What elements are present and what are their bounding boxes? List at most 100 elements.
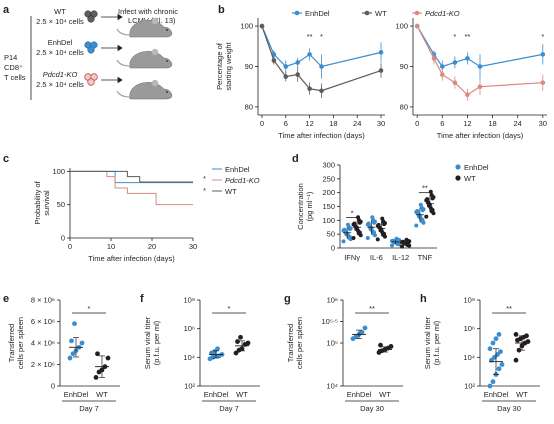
h-point-EnhDel	[490, 340, 496, 346]
b-left-xtick-label: 0	[260, 119, 264, 128]
d-point-EnhDel	[390, 239, 395, 244]
d-legend-label: EnhDel	[464, 163, 489, 172]
d-point-WT	[351, 222, 356, 227]
h-ylabel: Serum viral titer	[423, 316, 432, 369]
legend-b-marker	[294, 10, 300, 16]
d-point-EnhDel	[394, 236, 399, 241]
e-category-label: WT	[96, 390, 108, 399]
panel-label-h: h	[420, 293, 427, 305]
c-significance: *	[203, 186, 206, 195]
c-ytick-label: 0	[61, 234, 65, 243]
d-ytick-label: 150	[322, 202, 335, 211]
c-ytick-label: 50	[57, 200, 65, 209]
mouse-icon	[116, 79, 173, 100]
e-point-EnhDel	[70, 351, 76, 357]
d-point-WT	[424, 214, 429, 219]
legend-b-marker	[414, 10, 420, 16]
d-point-WT	[400, 244, 405, 249]
d-point-WT	[380, 216, 385, 221]
b-left-point-EnhDel	[319, 64, 324, 69]
h-point-WT	[513, 332, 519, 337]
e-point-WT	[93, 375, 99, 380]
b-right-ytick-label: 100	[395, 22, 408, 31]
d-ytick-label: 50	[327, 230, 335, 239]
group-pdcd1ko-name: Pdcd1-KO	[43, 70, 78, 79]
g-significance: **	[369, 304, 375, 313]
b-right-xtick-label: 0	[415, 119, 419, 128]
h-point-WT	[524, 333, 529, 339]
b-right-point-EnhDel	[452, 60, 458, 65]
d-point-WT	[429, 193, 434, 198]
f-category-label: EnhDel	[204, 390, 229, 399]
c-xtick-label: 10	[107, 242, 115, 251]
b-right-point-EnhDel	[477, 64, 483, 69]
f-point-WT	[238, 334, 243, 340]
d-point-EnhDel	[341, 239, 346, 244]
f-point-WT	[233, 350, 239, 356]
group-wt-count: 2.5 × 10⁴ cells	[36, 17, 84, 26]
b-left-point-EnhDel	[307, 52, 312, 57]
b-right-xtick-label: 30	[539, 119, 547, 128]
d-legend-marker	[455, 175, 461, 181]
e-xlabel: Day 7	[79, 404, 99, 413]
b-left-ylabel: Percentage of	[215, 42, 224, 90]
b-left-ytick-label: 80	[245, 102, 253, 111]
f-point-EnhDel	[215, 346, 220, 352]
d-point-WT	[351, 235, 356, 240]
b-left-ylabel: starting weight	[224, 41, 233, 90]
e-point-EnhDel	[79, 340, 85, 346]
b-left-xtick-label: 12	[305, 119, 313, 128]
b-left-point-WT	[271, 58, 277, 63]
e-significance: *	[88, 304, 91, 313]
g-point-WT	[388, 344, 394, 349]
f-ylabel: Serum viral titer	[143, 316, 152, 369]
cell-group-line-1: P14	[4, 53, 17, 62]
d-point-EnhDel	[365, 235, 370, 240]
b-left-point-WT	[319, 88, 324, 94]
panel-label-f: f	[140, 293, 144, 305]
arrow-head-enhdel	[117, 44, 123, 52]
legend-b-label: EnhDel	[305, 9, 330, 18]
b-right-point-Pdcd1-KO	[477, 84, 483, 90]
h-point-EnhDel	[493, 336, 499, 342]
legend-b-marker	[364, 10, 370, 16]
b-left-xtick-label: 24	[353, 119, 361, 128]
f-significance: *	[228, 304, 231, 313]
d-point-EnhDel	[370, 215, 375, 220]
b-right-point-Pdcd1-KO	[540, 80, 546, 85]
b-left-xlabel: Time after infection (days)	[278, 131, 365, 140]
f-point-WT	[235, 339, 240, 344]
e-point-EnhDel	[67, 355, 73, 361]
e-category-label: EnhDel	[64, 390, 89, 399]
b-right-point-Pdcd1-KO	[452, 80, 458, 85]
g-ytick-label: 10⁵	[327, 339, 338, 348]
h-point-EnhDel	[487, 383, 493, 389]
b-left-ytick-label: 100	[240, 22, 253, 31]
d-point-EnhDel	[365, 222, 370, 227]
b-left-significance: *	[320, 32, 323, 41]
group-enhdel-count: 2.5 × 10⁴ cells	[36, 48, 84, 57]
h-significance: **	[506, 304, 512, 313]
d-point-EnhDel	[390, 243, 395, 248]
group-pdcd1ko-count: 2.5 × 10⁴ cells	[36, 80, 84, 89]
panel-label-c: c	[3, 153, 9, 165]
d-point-WT	[404, 237, 409, 242]
d-point-WT	[428, 189, 433, 194]
b-left-point-WT	[259, 23, 265, 29]
d-ytick-label: 100	[322, 216, 335, 225]
h-category-label: EnhDel	[484, 390, 509, 399]
h-category-label: WT	[516, 390, 528, 399]
d-point-EnhDel	[346, 222, 351, 227]
f-category-label: WT	[236, 390, 248, 399]
g-ytick-label: 10⁵ᐧ⁵	[322, 317, 338, 326]
b-left-xtick-label: 18	[329, 119, 337, 128]
h-ytick-label: 10⁴	[463, 353, 475, 362]
g-ylabel: cells per spleen	[295, 317, 304, 369]
e-point-WT	[95, 351, 100, 357]
f-ytick-label: 10⁸	[183, 296, 195, 305]
c-xtick-label: 0	[68, 242, 72, 251]
d-point-WT	[400, 240, 405, 245]
b-right-point-EnhDel	[440, 64, 445, 69]
b-right-point-Pdcd1-KO	[440, 72, 445, 77]
d-significance: *	[351, 209, 354, 218]
